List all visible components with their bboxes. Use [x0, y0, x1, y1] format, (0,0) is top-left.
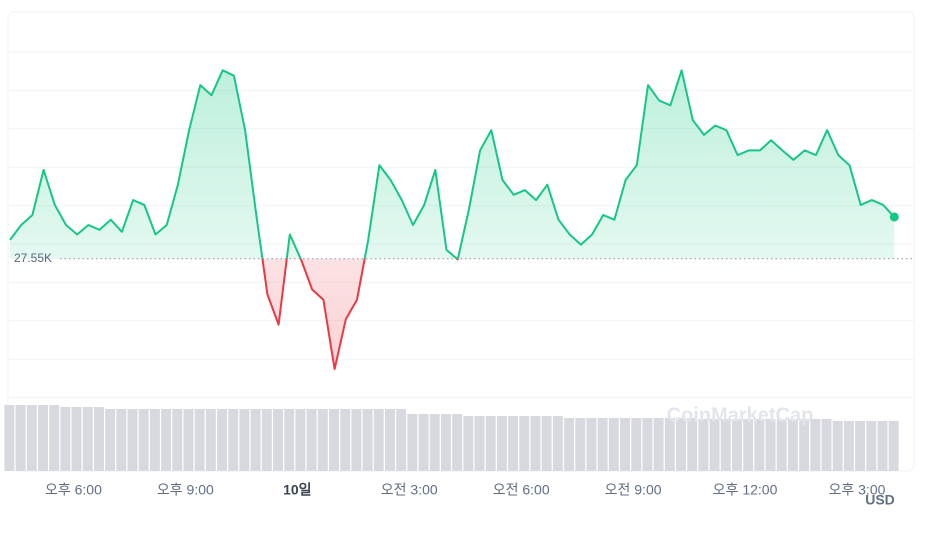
- watermark: CoinMarketCap: [667, 404, 814, 426]
- volume-bar: [620, 418, 631, 471]
- volume-bar: [71, 407, 82, 471]
- volume-bar: [787, 419, 798, 471]
- volume-bar: [194, 409, 205, 471]
- volume-bar: [519, 416, 530, 471]
- volume-bar: [15, 405, 26, 471]
- volume-bar: [217, 409, 228, 471]
- volume-bar: [116, 409, 127, 471]
- volume-bar: [373, 409, 384, 471]
- volume-bar: [60, 407, 71, 471]
- volume-bar: [508, 416, 519, 471]
- volume-bar: [653, 418, 664, 471]
- volume-bar: [284, 409, 295, 471]
- volume-bar: [888, 421, 899, 471]
- volume-bar: [228, 409, 239, 471]
- volume-bar: [866, 421, 877, 471]
- volume-bar: [161, 409, 172, 471]
- volume-bar: [597, 418, 608, 471]
- volume-bar: [676, 418, 686, 471]
- volume-bar: [754, 419, 765, 471]
- x-tick-label: 10일: [283, 482, 311, 498]
- volume-bar: [396, 409, 407, 471]
- volume-bar: [340, 409, 351, 471]
- volume-bar: [172, 409, 183, 471]
- volume-bar: [329, 409, 340, 471]
- volume-bar: [306, 409, 317, 471]
- volume-bar: [631, 418, 642, 471]
- x-tick-label: 오전 9:00: [605, 482, 662, 498]
- volume-bar: [642, 418, 653, 471]
- volume-bar: [843, 421, 854, 471]
- x-tick-label: 오후 12:00: [713, 482, 778, 498]
- volume-bar: [575, 418, 586, 471]
- volume-bar: [49, 405, 60, 471]
- volume-bar: [709, 419, 720, 471]
- volume-bar: [799, 419, 810, 471]
- volume-bars: [4, 405, 899, 471]
- volume-bar: [351, 409, 362, 471]
- volume-bar: [776, 419, 787, 471]
- volume-bar: [664, 418, 675, 471]
- volume-bar: [821, 419, 832, 471]
- volume-bar: [832, 421, 843, 471]
- volume-bar: [530, 416, 541, 471]
- volume-bar: [239, 409, 250, 471]
- volume-bar: [720, 419, 731, 471]
- volume-bar: [810, 419, 821, 471]
- volume-bar: [877, 421, 888, 471]
- volume-bar: [552, 416, 563, 471]
- volume-bar: [384, 409, 395, 471]
- volume-bar: [429, 414, 440, 471]
- volume-bar: [440, 414, 451, 471]
- volume-bar: [26, 405, 37, 471]
- volume-bar: [317, 409, 328, 471]
- volume-bar: [362, 409, 373, 471]
- reference-label: 27.55K: [14, 251, 52, 265]
- volume-bar: [407, 414, 418, 471]
- volume-bar: [485, 416, 496, 471]
- volume-bar: [37, 405, 48, 471]
- currency-label: USD: [865, 492, 895, 508]
- volume-bar: [698, 419, 709, 471]
- last-point: [889, 212, 899, 222]
- volume-bar: [127, 409, 138, 471]
- volume-bar: [496, 416, 507, 471]
- volume-bar: [295, 409, 306, 471]
- volume-bar: [564, 418, 575, 471]
- volume-bar: [608, 418, 619, 471]
- volume-bar: [743, 419, 754, 471]
- volume-bar: [138, 409, 149, 471]
- volume-bar: [463, 416, 474, 471]
- volume-bar: [105, 409, 116, 471]
- volume-bar: [273, 409, 284, 471]
- volume-bar: [452, 414, 463, 471]
- volume-bar: [93, 407, 104, 471]
- volume-bar: [205, 409, 216, 471]
- volume-bar: [855, 421, 866, 471]
- volume-bar: [82, 407, 93, 471]
- volume-bar: [418, 414, 429, 471]
- area-up: [10, 70, 895, 259]
- volume-bar: [149, 409, 160, 471]
- volume-bar: [183, 409, 194, 471]
- volume-bar: [261, 409, 272, 471]
- x-tick-label: 오전 3:00: [381, 482, 438, 498]
- x-tick-label: 오후 9:00: [157, 482, 214, 498]
- plot: 27.55K 오후 6:00 오후 9:00 10일 오전 3:00 오전 6:00 오전 …: [9, 69, 912, 498]
- x-tick-label: 오전 6:00: [493, 482, 550, 498]
- volume-bar: [541, 416, 552, 471]
- volume-bar: [687, 418, 698, 471]
- volume-bar: [250, 409, 261, 471]
- x-tick-label: 오후 6:00: [45, 482, 102, 498]
- volume-bar: [586, 418, 597, 471]
- volume-bar: [731, 419, 742, 471]
- x-tick-label: 오후 3:00: [829, 482, 886, 498]
- volume-bar: [4, 405, 15, 471]
- price-line-up: [9, 69, 896, 259]
- volume-bar: [765, 419, 776, 471]
- volume-bar: [474, 416, 485, 471]
